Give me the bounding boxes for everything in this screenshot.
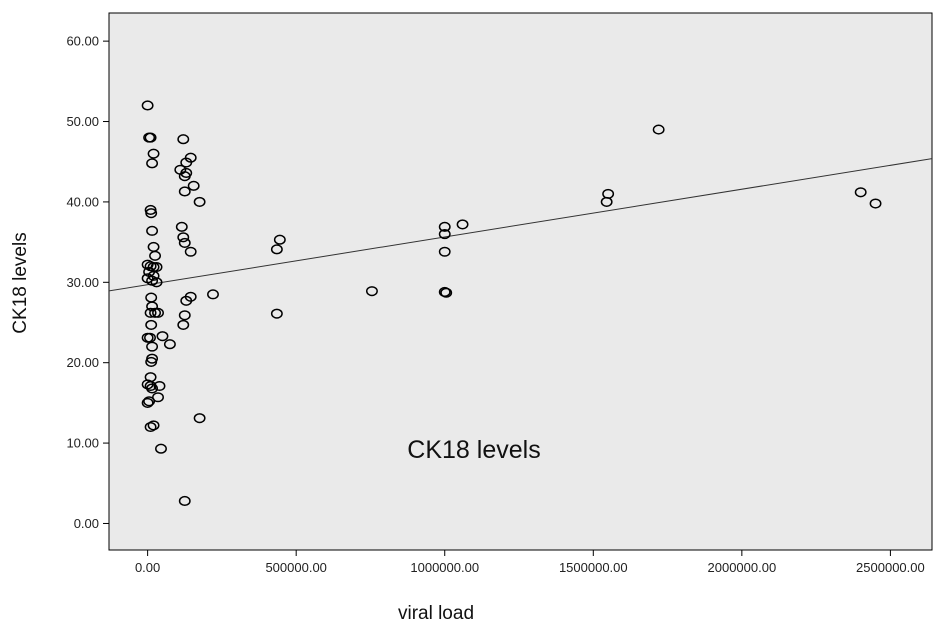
data-point [147, 148, 160, 159]
data-point [149, 250, 162, 261]
y-tick-label: 40.00 [66, 194, 99, 209]
plot-area [108, 12, 933, 551]
x-tick-label: 1000000.00 [410, 560, 479, 575]
data-point [187, 180, 200, 191]
x-tick-label: 2500000.00 [856, 560, 925, 575]
data-point [273, 234, 286, 245]
data-point [146, 158, 159, 169]
data-point [145, 356, 158, 367]
data-point [152, 307, 164, 318]
data-point [438, 229, 451, 240]
data-point [180, 295, 193, 306]
data-point [146, 225, 159, 236]
data-point [153, 380, 166, 392]
data-point [177, 319, 190, 330]
data-point [141, 397, 154, 408]
data-point [193, 196, 206, 207]
plot-annotation: CK18 levels [407, 436, 540, 464]
y-axis: 0.00 10.00 20.00 30.00 40.00 50.00 60.00 [66, 34, 109, 531]
data-point [150, 261, 163, 273]
data-point [146, 341, 159, 352]
data-point [147, 270, 160, 281]
x-tick-label: 2000000.00 [708, 560, 777, 575]
x-axis-title: viral load [398, 603, 474, 624]
data-point [144, 132, 157, 143]
x-tick-label: 500000.00 [265, 560, 326, 575]
data-point [270, 308, 283, 319]
data-point [207, 289, 219, 300]
y-tick-label: 0.00 [74, 516, 99, 531]
data-point [178, 171, 191, 182]
y-tick-label: 10.00 [66, 436, 99, 451]
data-point [144, 204, 157, 216]
data-point [854, 187, 867, 198]
data-point [147, 420, 160, 431]
data-point [178, 310, 191, 321]
data-point [144, 307, 157, 318]
data-point [178, 495, 191, 507]
data-point [145, 208, 158, 219]
y-tick-label: 30.00 [66, 275, 99, 290]
data-point [143, 396, 156, 407]
data-point [177, 232, 190, 243]
data-point [438, 221, 451, 232]
data-point [156, 331, 169, 342]
x-tick-label: 1500000.00 [559, 560, 628, 575]
y-tick-label: 20.00 [66, 355, 99, 370]
data-points [141, 100, 882, 507]
y-tick-label: 60.00 [66, 34, 99, 49]
data-point [145, 319, 158, 330]
data-point [184, 246, 197, 257]
data-point [152, 392, 164, 403]
data-point [144, 421, 157, 433]
data-point [365, 286, 378, 297]
x-axis: 0.00 500000.00 1000000.00 1500000.00 2000000… [135, 550, 925, 575]
data-point [155, 443, 167, 454]
data-point [438, 246, 451, 257]
data-point [178, 237, 191, 248]
data-point [456, 219, 469, 230]
data-point [150, 277, 163, 288]
plot-clip-group [109, 100, 932, 507]
x-tick-label: 0.00 [135, 560, 160, 575]
data-point [440, 287, 453, 298]
data-point [602, 188, 615, 199]
data-point [652, 124, 665, 135]
y-axis-title: CK18 levels [10, 232, 31, 333]
data-point [163, 339, 176, 350]
data-point [193, 413, 206, 424]
data-point [270, 244, 283, 255]
data-point [177, 134, 190, 145]
data-point [178, 186, 191, 197]
data-point [175, 221, 188, 232]
data-point [141, 100, 154, 111]
data-point [146, 383, 159, 394]
y-tick-label: 50.00 [66, 114, 99, 129]
fit-line [109, 158, 932, 292]
data-point [180, 157, 193, 168]
data-point [869, 198, 882, 209]
data-point [146, 301, 159, 312]
